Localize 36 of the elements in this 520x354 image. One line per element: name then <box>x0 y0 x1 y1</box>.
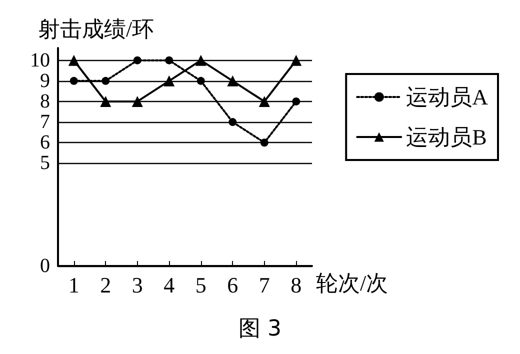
x-tick-label: 5 <box>195 272 206 298</box>
point <box>70 76 78 85</box>
point <box>68 54 80 66</box>
x-tick-label: 1 <box>68 272 80 298</box>
point <box>195 54 206 66</box>
point <box>292 97 300 106</box>
y-axis-title: 射击成绩/环 <box>38 16 154 42</box>
x-tick-label: 4 <box>164 272 175 298</box>
y-tick-label: 6 <box>40 132 50 154</box>
legend-label: 运动员A <box>406 84 488 110</box>
point <box>133 56 142 64</box>
y-tick-label: 0 <box>40 255 50 277</box>
point <box>228 118 237 126</box>
point <box>165 56 174 64</box>
x-tick-label: 6 <box>227 272 238 298</box>
y-tick-label: 5 <box>40 152 50 174</box>
caption: 图 3 <box>238 316 282 342</box>
y-tick-label: 8 <box>40 90 50 112</box>
x-tick-label: 2 <box>100 272 112 298</box>
legend-label: 运动员B <box>406 124 487 150</box>
y-tick-label: 10 <box>30 49 50 72</box>
y-tick-label: 9 <box>40 70 50 92</box>
point <box>258 96 270 107</box>
point <box>227 75 238 86</box>
point <box>164 75 175 86</box>
point <box>102 76 110 85</box>
x-tick-label: 8 <box>290 272 302 298</box>
x-tick-label: 3 <box>132 272 143 298</box>
x-tick-label: 7 <box>258 272 270 298</box>
point <box>100 96 112 107</box>
point <box>290 54 302 66</box>
point <box>132 96 143 107</box>
y-tick-label: 7 <box>40 111 50 134</box>
x-axis-title: 轮次/次 <box>316 270 388 296</box>
point <box>196 76 205 85</box>
point <box>260 138 268 147</box>
